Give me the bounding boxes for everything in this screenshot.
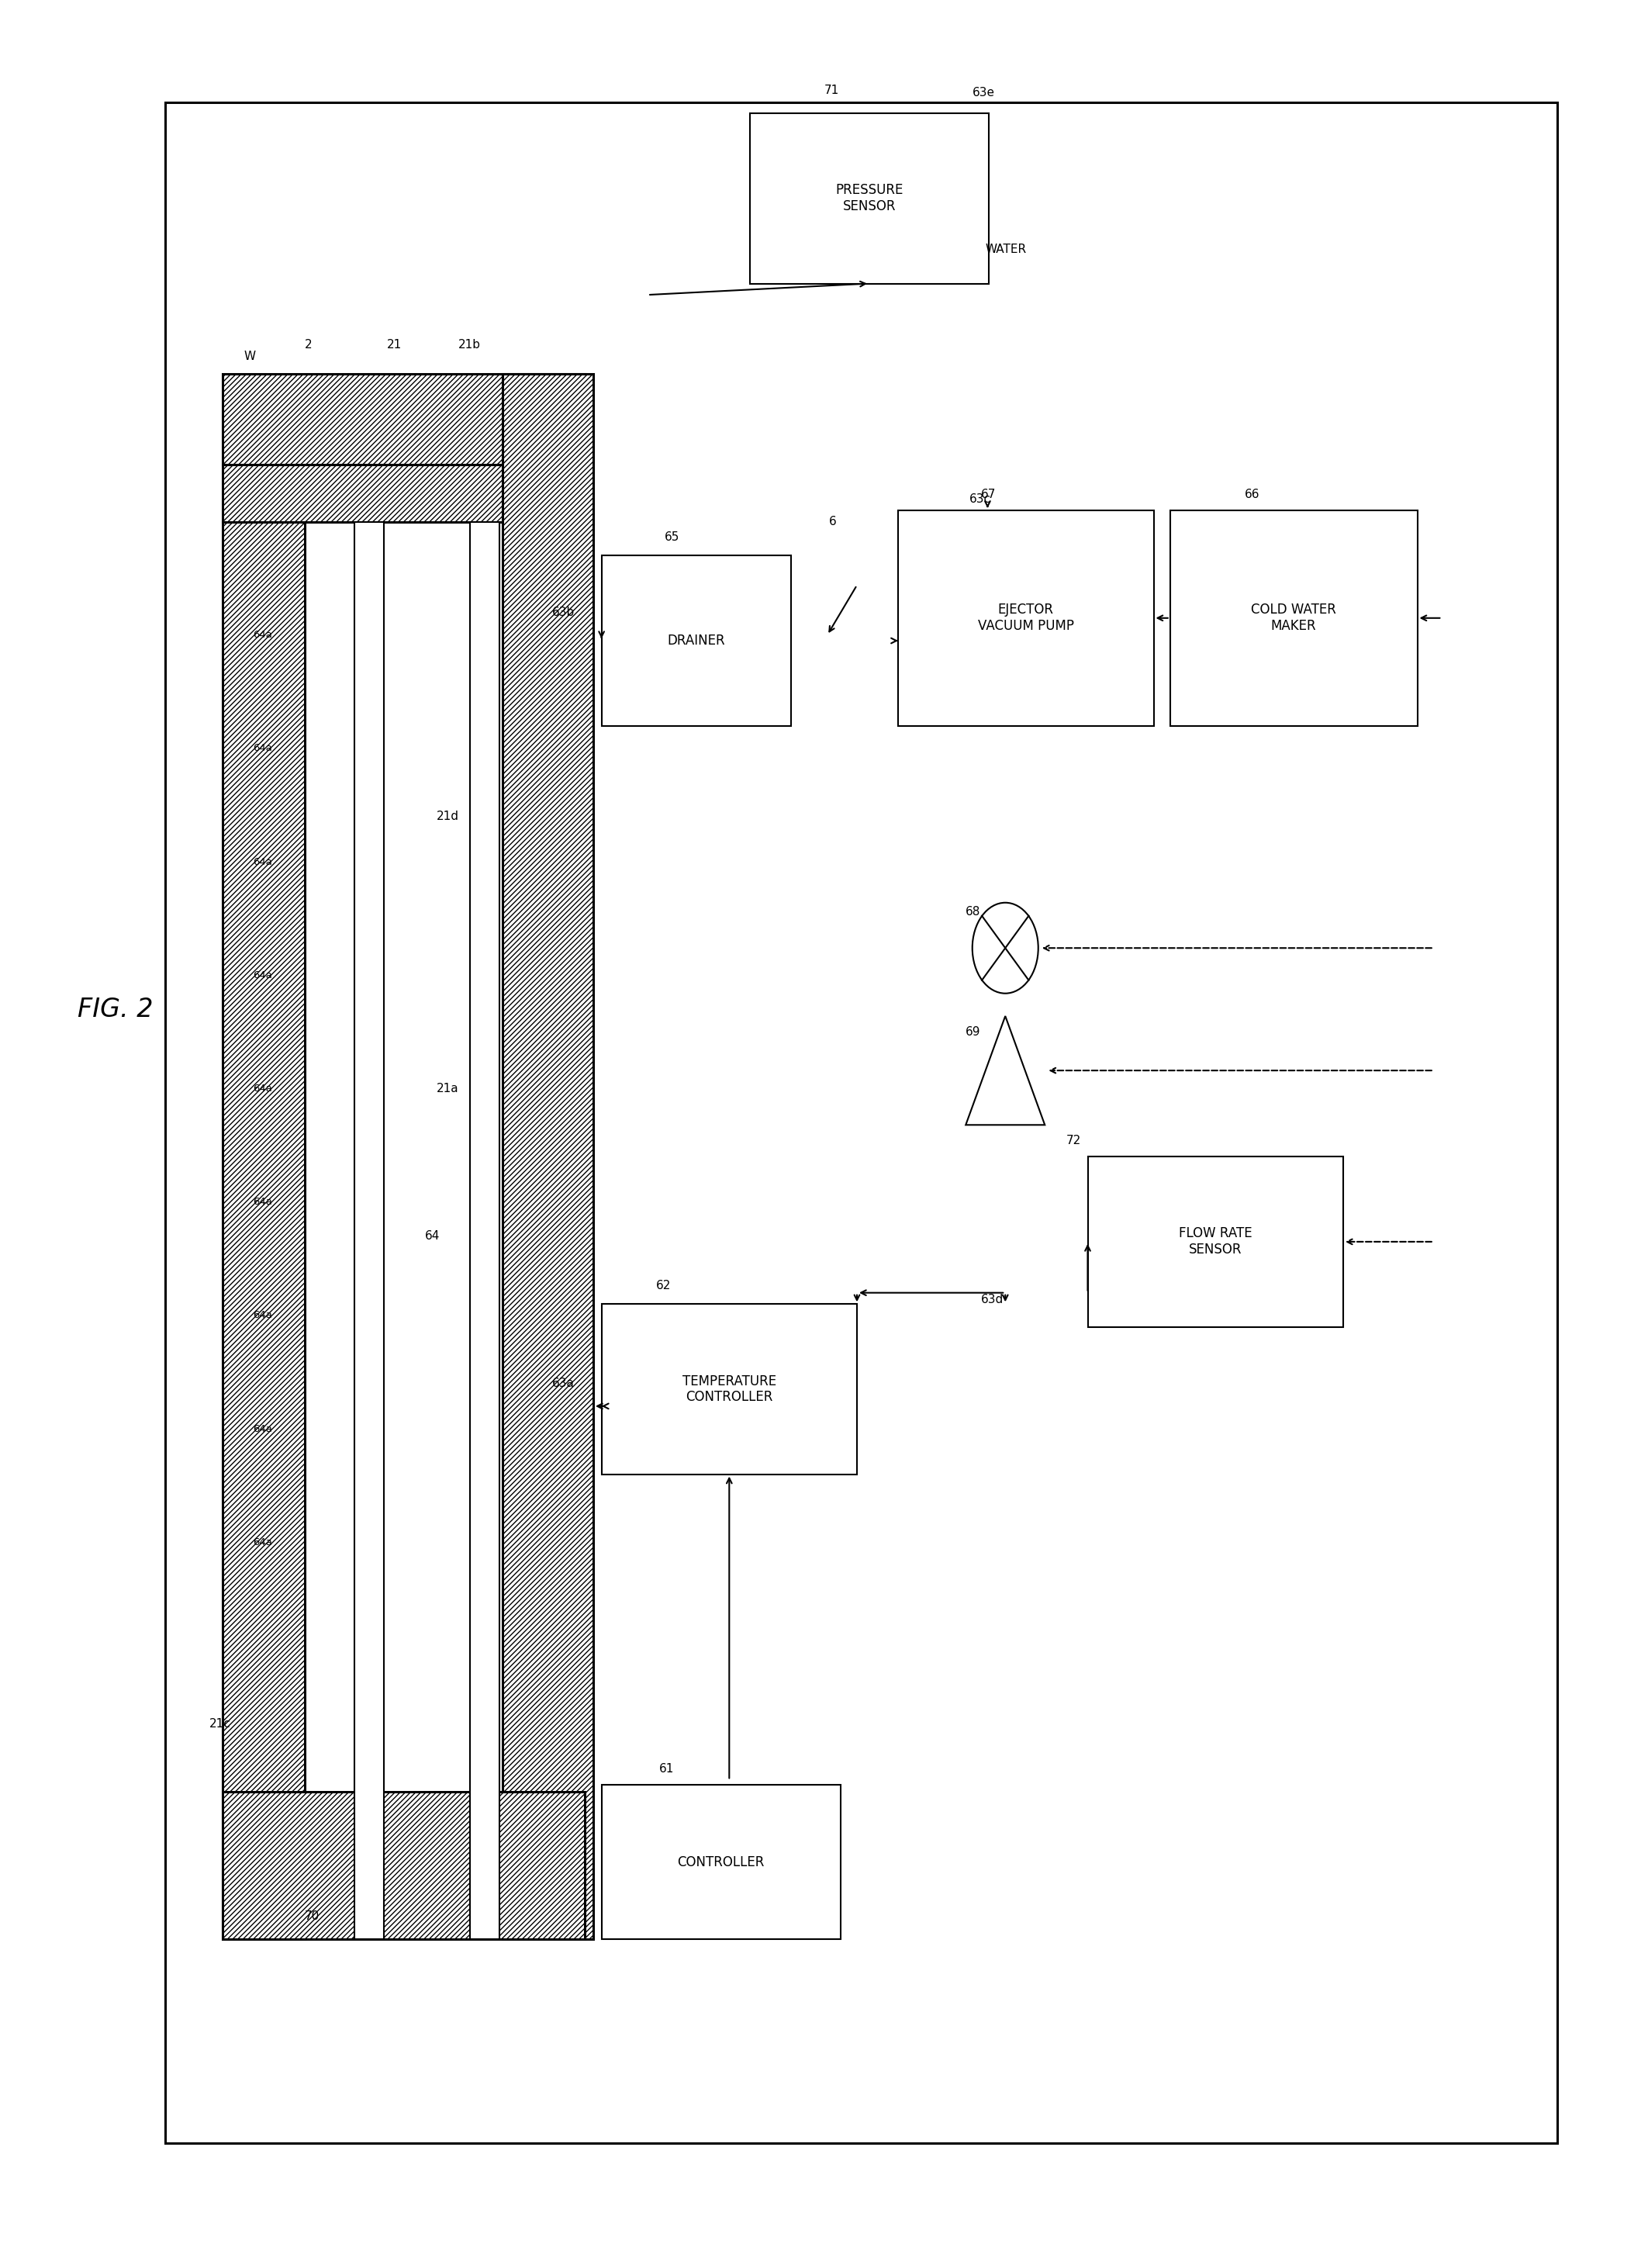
Text: 68: 68 — [966, 905, 981, 919]
Text: 64a: 64a — [252, 1311, 272, 1320]
Text: 66: 66 — [1244, 488, 1259, 501]
Text: 64a: 64a — [252, 1538, 272, 1547]
Text: 21a: 21a — [437, 1082, 458, 1095]
Text: PRESSURE
SENSOR: PRESSURE SENSOR — [836, 184, 903, 213]
Text: 67: 67 — [981, 488, 995, 501]
Bar — [750, 113, 989, 284]
Text: 64: 64 — [425, 1229, 440, 1243]
Bar — [470, 522, 499, 1939]
Text: WATER: WATER — [986, 243, 1027, 256]
Text: 2: 2 — [305, 338, 313, 352]
Text: 21b: 21b — [458, 338, 481, 352]
Text: 64a: 64a — [252, 971, 272, 980]
Text: 65: 65 — [664, 531, 679, 544]
Bar — [222, 465, 585, 522]
Text: COLD WATER
MAKER: COLD WATER MAKER — [1251, 603, 1337, 633]
Text: FIG. 2: FIG. 2 — [77, 996, 153, 1023]
Text: 64a: 64a — [252, 1198, 272, 1207]
Bar — [503, 374, 593, 1939]
Text: 70: 70 — [305, 1910, 320, 1923]
Text: 62: 62 — [656, 1279, 671, 1293]
Bar — [222, 374, 585, 465]
Text: 64a: 64a — [252, 744, 272, 753]
Bar — [165, 102, 1557, 2143]
Bar — [1088, 1157, 1343, 1327]
Bar — [898, 510, 1154, 726]
Text: CONTROLLER: CONTROLLER — [677, 1855, 765, 1869]
Text: 64a: 64a — [252, 1424, 272, 1433]
Bar — [222, 465, 585, 522]
Bar — [222, 1792, 585, 1939]
Text: 63b: 63b — [552, 606, 575, 619]
Text: 63a: 63a — [552, 1377, 575, 1390]
Bar — [222, 522, 305, 1939]
Bar — [1170, 510, 1417, 726]
Text: 72: 72 — [1066, 1134, 1081, 1148]
Bar — [222, 1792, 585, 1939]
Text: 64a: 64a — [252, 1084, 272, 1093]
Text: 63c: 63c — [969, 492, 990, 506]
Text: EJECTOR
VACUUM PUMP: EJECTOR VACUUM PUMP — [977, 603, 1074, 633]
Bar — [602, 556, 791, 726]
Text: 21: 21 — [387, 338, 402, 352]
Text: DRAINER: DRAINER — [667, 633, 725, 649]
Text: 21c: 21c — [209, 1717, 231, 1730]
Text: 61: 61 — [659, 1762, 674, 1776]
Text: 6: 6 — [829, 515, 837, 528]
Bar — [503, 374, 593, 1939]
Text: 71: 71 — [824, 84, 839, 98]
Text: 69: 69 — [966, 1025, 981, 1039]
Text: 64a: 64a — [252, 631, 272, 640]
Text: TEMPERATURE
CONTROLLER: TEMPERATURE CONTROLLER — [682, 1374, 776, 1404]
Text: 64a: 64a — [252, 857, 272, 866]
Bar — [354, 522, 384, 1939]
Text: FLOW RATE
SENSOR: FLOW RATE SENSOR — [1178, 1227, 1252, 1256]
Text: 63d: 63d — [981, 1293, 1004, 1306]
Bar — [222, 374, 585, 465]
Text: 21d: 21d — [437, 810, 460, 823]
Bar — [602, 1785, 840, 1939]
Text: W: W — [244, 349, 255, 363]
Bar — [222, 522, 305, 1939]
Text: 63e: 63e — [972, 86, 995, 100]
Bar — [602, 1304, 857, 1474]
